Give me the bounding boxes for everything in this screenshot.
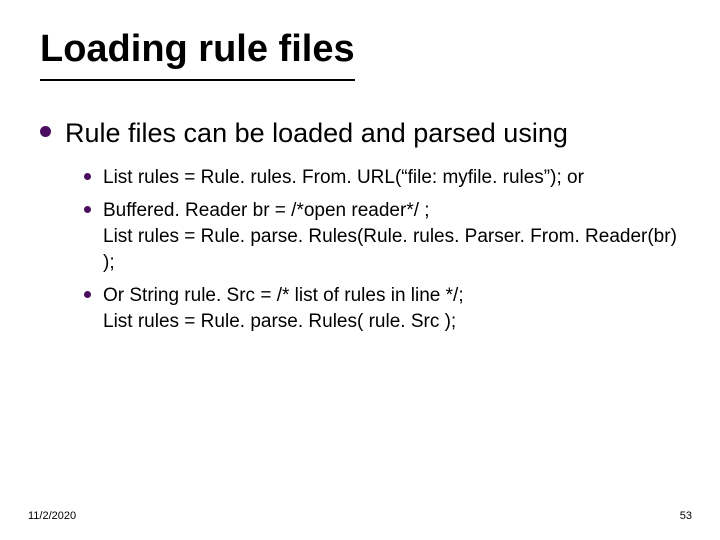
slide: Loading rule files Rule files can be loa…	[0, 0, 720, 540]
slide-body: Rule files can be loaded and parsed usin…	[40, 117, 680, 335]
bullet-row-l2: List rules = Rule. rules. From. URL(“fil…	[84, 165, 680, 191]
footer-date: 11/2/2020	[28, 510, 76, 522]
disc-bullet-icon	[84, 291, 91, 298]
sub-bullet-block: List rules = Rule. rules. From. URL(“fil…	[84, 165, 680, 335]
disc-bullet-icon	[84, 206, 91, 213]
bullet-row-l2: Or String rule. Src = /* list of rules i…	[84, 283, 680, 334]
bullet-text-l2: List rules = Rule. rules. From. URL(“fil…	[103, 165, 584, 191]
slide-title: Loading rule files	[40, 28, 355, 81]
bullet-text-l2: Or String rule. Src = /* list of rules i…	[103, 283, 464, 334]
disc-bullet-icon	[84, 173, 91, 180]
bullet-text-l2: Buffered. Reader br = /*open reader*/ ; …	[103, 198, 680, 275]
bullet-row-l2: Buffered. Reader br = /*open reader*/ ; …	[84, 198, 680, 275]
title-wrap: Loading rule files	[40, 28, 355, 81]
footer-page-number: 53	[680, 510, 692, 522]
disc-bullet-icon	[40, 126, 51, 137]
bullet-row-l1: Rule files can be loaded and parsed usin…	[40, 117, 680, 151]
bullet-text-l1: Rule files can be loaded and parsed usin…	[65, 117, 568, 151]
